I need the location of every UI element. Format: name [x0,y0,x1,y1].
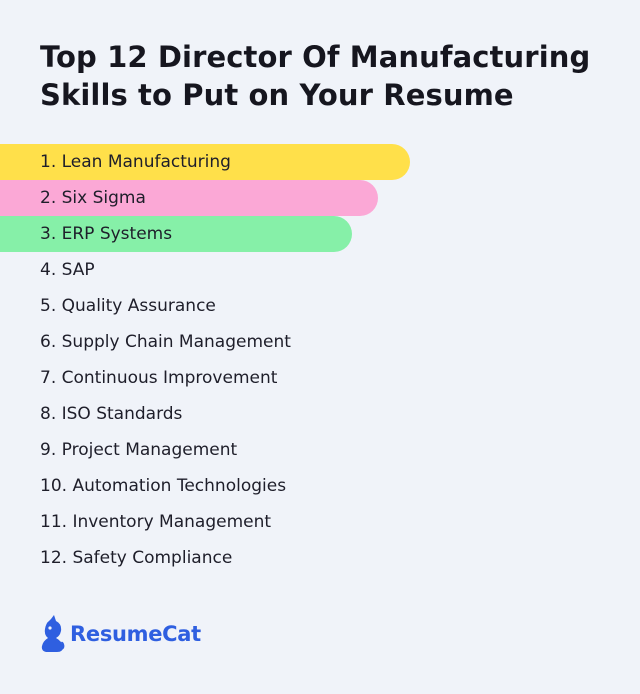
skill-label: 10. Automation Technologies [40,476,287,496]
skill-label: 2. Six Sigma [40,188,146,208]
skill-label: 7. Continuous Improvement [40,368,278,388]
brand-name: ResumeCat [70,622,201,646]
skill-label: 5. Quality Assurance [40,296,216,316]
skill-item: 9. Project Management [0,432,640,468]
skill-label: 12. Safety Compliance [40,548,233,568]
skill-label: 9. Project Management [40,440,238,460]
skill-item: 8. ISO Standards [0,396,640,432]
skill-label: 3. ERP Systems [40,224,173,244]
skill-item: 11. Inventory Management [0,504,640,540]
skill-label: 11. Inventory Management [40,512,272,532]
cat-icon [41,615,65,652]
skill-item: 2. Six Sigma [0,180,378,216]
page-title: Top 12 Director Of Manufacturing Skills … [40,38,620,114]
brand-logo: ResumeCat [40,614,201,654]
skill-item: 5. Quality Assurance [0,288,640,324]
skill-item: 3. ERP Systems [0,216,352,252]
title-line-1: Top 12 Director Of Manufacturing [40,40,591,74]
skill-item: 6. Supply Chain Management [0,324,640,360]
title-line-2: Skills to Put on Your Resume [40,78,514,112]
skill-label: 8. ISO Standards [40,404,183,424]
skill-item: 4. SAP [0,252,640,288]
skill-item: 7. Continuous Improvement [0,360,640,396]
skill-label: 4. SAP [40,260,95,280]
skills-list: 1. Lean Manufacturing 2. Six Sigma 3. ER… [0,144,640,576]
skill-label: 1. Lean Manufacturing [40,152,231,172]
skill-item: 12. Safety Compliance [0,540,640,576]
skill-item: 10. Automation Technologies [0,468,640,504]
skill-item: 1. Lean Manufacturing [0,144,410,180]
skill-label: 6. Supply Chain Management [40,332,291,352]
